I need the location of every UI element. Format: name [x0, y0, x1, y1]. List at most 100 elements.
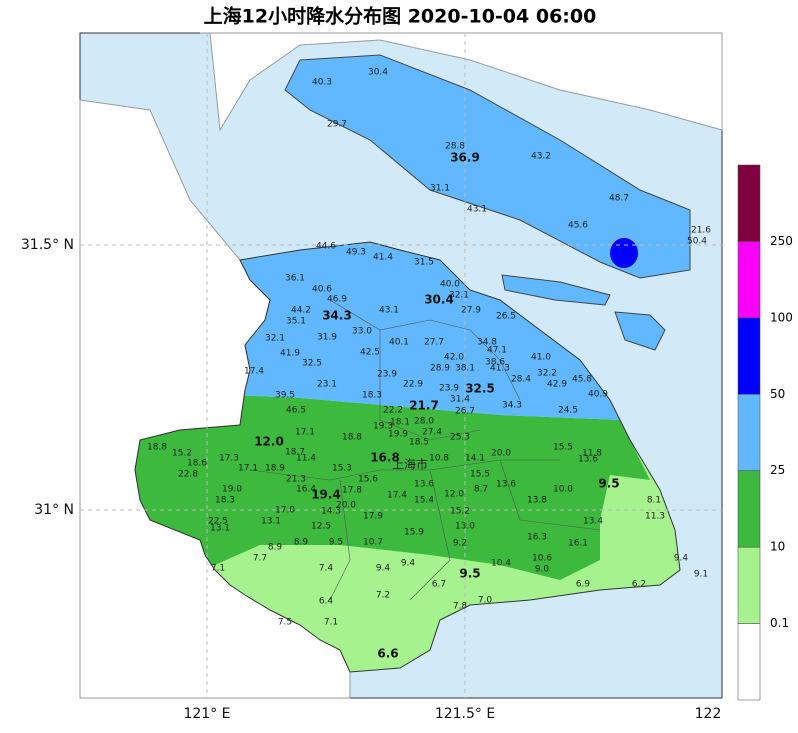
station-value: 13.6 [496, 480, 516, 490]
station-value: 9.4 [376, 564, 391, 574]
station-value: 9.5 [598, 477, 619, 491]
station-value: 40.1 [389, 338, 409, 348]
station-value: 23.1 [317, 380, 337, 390]
station-value: 16.1 [568, 539, 588, 549]
station-value: 7.5 [278, 618, 292, 628]
station-value: 31.5 [414, 258, 434, 268]
station-value: 28.0 [414, 417, 434, 427]
station-value: 10.4 [491, 559, 511, 569]
station-value: 7.1 [324, 618, 338, 628]
station-value: 13.6 [414, 480, 434, 490]
station-value: 10.8 [429, 454, 449, 464]
colorbar-box [737, 164, 761, 242]
station-value: 21.7 [409, 399, 439, 413]
zone-10-25 [135, 390, 650, 580]
station-value: 15.2 [172, 449, 192, 459]
station-value: 38.1 [455, 364, 475, 374]
station-value: 44.6 [316, 242, 336, 252]
station-value: 12.5 [311, 522, 331, 532]
station-value: 7.7 [253, 554, 267, 564]
station-value: 8.1 [647, 496, 661, 506]
station-value: 7.4 [319, 564, 334, 574]
station-value: 18.3 [215, 496, 235, 506]
station-value: 18.6 [187, 459, 207, 469]
station-value: 48.7 [609, 194, 629, 204]
station-value: 32.5 [302, 359, 322, 369]
station-value: 27.9 [461, 306, 481, 316]
station-value: 42.9 [547, 380, 567, 390]
district-borders [249, 299, 601, 601]
colorbar-label: 100 [770, 310, 793, 324]
station-value: 30.4 [424, 293, 454, 307]
station-value: 46.5 [286, 406, 306, 416]
station-value: 9.5 [459, 567, 480, 581]
station-value: 13.8 [527, 496, 547, 506]
station-value: 9.0 [535, 565, 550, 575]
station-value: 49.3 [346, 248, 366, 258]
station-value: 42.5 [360, 348, 380, 358]
station-value: 41.0 [531, 353, 551, 363]
station-value: 16.4 [296, 485, 316, 495]
station-value: 9.5 [329, 538, 343, 548]
station-value: 18.5 [409, 438, 429, 448]
station-value: 17.1 [295, 428, 315, 438]
station-value: 11.4 [296, 454, 316, 464]
station-value: 26.7 [455, 407, 475, 417]
station-value: 15.9 [404, 528, 424, 538]
station-value: 9.1 [694, 570, 708, 580]
station-value: 15.4 [414, 496, 434, 506]
station-value: 31.4 [450, 395, 470, 405]
station-value: 35.1 [286, 317, 306, 327]
lon-label: 121.5° E [435, 706, 495, 722]
station-value: 7.1 [211, 564, 225, 574]
station-value: 14.1 [465, 454, 485, 464]
station-value: 15.2 [450, 507, 470, 517]
colorbar-label: 10 [770, 540, 785, 554]
district-label: 上海市 [392, 457, 428, 472]
station-value: 32.1 [265, 334, 285, 344]
station-value: 17.0 [275, 506, 295, 516]
station-value: 27.4 [422, 428, 442, 438]
colorbar-box [737, 317, 761, 395]
station-value: 34.3 [502, 401, 522, 411]
station-value: 44.2 [291, 306, 311, 316]
lon-label: 121° E [183, 706, 230, 722]
station-value: 12.0 [254, 435, 284, 449]
station-value: 6.4 [319, 597, 334, 607]
station-value: 46.9 [327, 295, 347, 305]
station-value: 8.9 [268, 543, 283, 553]
colorbar-box [737, 394, 761, 471]
station-value: 32.2 [537, 369, 557, 379]
station-value: 22.8 [178, 470, 198, 480]
station-value: 17.1 [238, 464, 258, 474]
station-value: 12.0 [444, 490, 464, 500]
station-value: 7.2 [376, 591, 390, 601]
station-value: 32.1 [449, 291, 469, 301]
station-value: 13.1 [261, 517, 281, 527]
station-value: 9.2 [453, 539, 467, 549]
station-value: 17.4 [244, 367, 264, 377]
station-value: 22.9 [403, 380, 423, 390]
colorbar-box [737, 623, 761, 701]
station-value: 19.9 [388, 430, 408, 440]
station-value: 45.6 [568, 221, 588, 231]
station-value: 15.6 [358, 475, 378, 485]
station-value: 28.8 [445, 142, 465, 152]
station-value: 42.0 [444, 353, 464, 363]
station-value: 45.8 [572, 375, 592, 385]
station-value: 9.4 [674, 554, 689, 564]
station-value: 9.4 [401, 559, 416, 569]
station-value: 40.9 [588, 390, 608, 400]
station-value: 13.4 [583, 517, 603, 527]
station-value: 39.5 [275, 391, 295, 401]
station-value: 15.5 [470, 470, 490, 480]
station-value: 10.7 [363, 538, 383, 548]
station-value: 34.8 [477, 338, 497, 348]
station-value: 14.3 [321, 507, 341, 517]
station-value: 38.6 [485, 358, 505, 368]
station-value: 24.5 [558, 406, 578, 416]
station-value: 11.8 [582, 449, 602, 459]
station-value: 7.8 [453, 602, 468, 612]
stations: 40.3 30.4 29.7 28.836.9 43.2 31.1 43.1 48.7 45.6… [147, 68, 711, 661]
